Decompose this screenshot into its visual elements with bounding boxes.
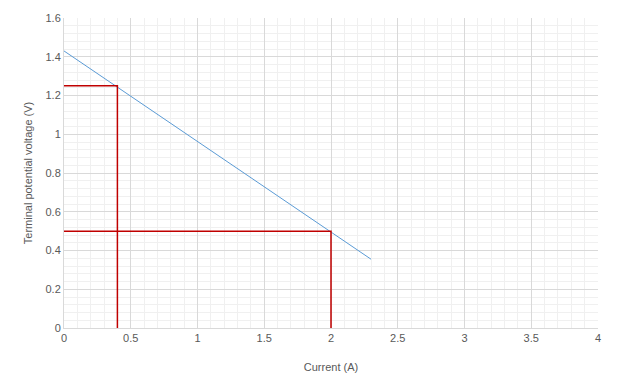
svg-text:0: 0 — [61, 332, 67, 344]
svg-text:1.5: 1.5 — [257, 332, 272, 344]
svg-text:0.6: 0.6 — [46, 206, 61, 218]
svg-text:4: 4 — [595, 332, 601, 344]
svg-text:1.6: 1.6 — [46, 12, 61, 24]
svg-text:0.8: 0.8 — [46, 167, 61, 179]
svg-text:3.5: 3.5 — [524, 332, 539, 344]
svg-text:0.2: 0.2 — [46, 283, 61, 295]
svg-text:1.2: 1.2 — [46, 89, 61, 101]
svg-text:Current (A): Current (A) — [304, 361, 358, 373]
svg-text:1.4: 1.4 — [46, 51, 61, 63]
svg-text:0.4: 0.4 — [46, 244, 61, 256]
svg-text:1: 1 — [194, 332, 200, 344]
svg-text:Terminal potential voltage (V): Terminal potential voltage (V) — [22, 102, 34, 244]
svg-text:3: 3 — [461, 332, 467, 344]
svg-text:0: 0 — [55, 322, 61, 334]
svg-text:0.5: 0.5 — [123, 332, 138, 344]
svg-text:2: 2 — [328, 332, 334, 344]
svg-text:1: 1 — [55, 128, 61, 140]
svg-text:2.5: 2.5 — [390, 332, 405, 344]
